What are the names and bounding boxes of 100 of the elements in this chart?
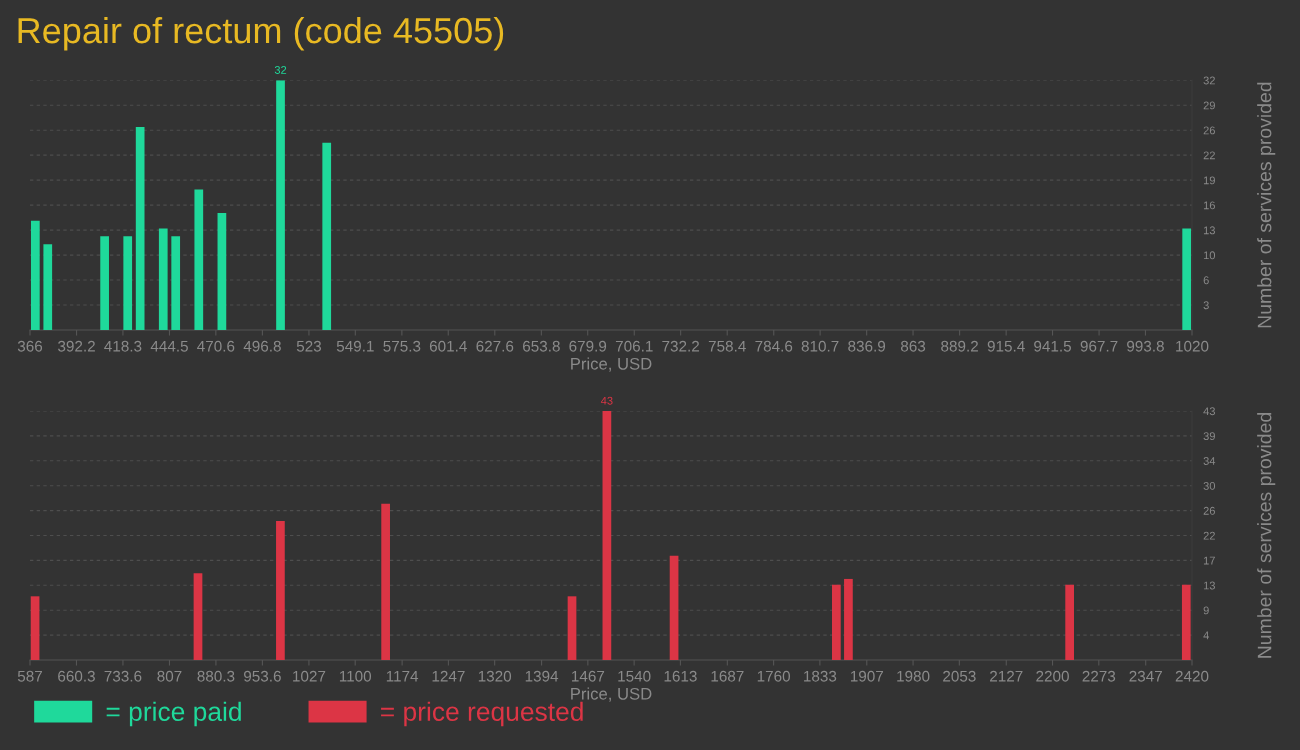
x-tick-label: 784.6 <box>755 340 793 352</box>
x-tick-label: 627.6 <box>476 340 514 352</box>
y-tick-label: 22 <box>1203 151 1215 160</box>
x-tick-label: 863 <box>900 340 926 352</box>
y-tick-label: 30 <box>1203 481 1216 490</box>
x-tick-label: 810.7 <box>801 340 839 352</box>
x-tick-label: 993.8 <box>1127 340 1164 352</box>
x-tick-label: 880.3 <box>197 670 235 682</box>
x-tick-label: 392.2 <box>58 340 95 352</box>
bar <box>832 584 841 660</box>
y-tick-label: 9 <box>1203 606 1209 615</box>
y-tick-label: 26 <box>1203 126 1215 135</box>
y-tick-label: 26 <box>1203 506 1215 515</box>
x-tick-label: 732.2 <box>662 340 699 352</box>
legend-label: = price paid <box>106 701 241 727</box>
y-tick-label: 43 <box>1203 407 1215 416</box>
y-axis-title: Number of services provided <box>1257 413 1276 658</box>
x-tick-label: 915.4 <box>987 340 1025 352</box>
x-tick-label: 366 <box>17 340 43 352</box>
x-tick-label: 444.5 <box>150 340 188 352</box>
bar <box>193 573 203 660</box>
bar <box>100 236 109 330</box>
bar <box>1065 584 1075 660</box>
bar <box>194 189 204 330</box>
x-tick-label: 496.8 <box>243 340 281 352</box>
x-tick-label: 587 <box>17 670 42 682</box>
x-tick-label: 601.4 <box>429 340 467 352</box>
y-tick-label: 13 <box>1203 581 1215 590</box>
x-tick-label: 1613 <box>664 670 697 682</box>
x-tick-label: 2127 <box>990 670 1023 682</box>
bar <box>30 220 40 330</box>
bar <box>669 555 679 660</box>
bar <box>158 228 168 330</box>
x-tick-label: 953.6 <box>244 670 281 682</box>
bar <box>844 578 853 660</box>
x-tick-label: 1467 <box>572 670 605 682</box>
bar <box>1181 584 1191 660</box>
x-tick-label: 889.2 <box>941 340 978 352</box>
x-tick-label: 1394 <box>525 670 559 682</box>
bar <box>1182 228 1192 330</box>
x-tick-label: 1687 <box>711 670 744 682</box>
x-tick-label: 967.7 <box>1080 340 1118 352</box>
bar <box>123 236 133 330</box>
y-tick-label: 4 <box>1203 631 1209 640</box>
y-tick-label: 39 <box>1203 432 1215 441</box>
bar <box>276 80 285 330</box>
x-tick-label: 575.3 <box>383 340 421 352</box>
x-tick-label: 549.1 <box>336 340 374 352</box>
legend-label: = price requested <box>381 701 583 727</box>
x-tick-label: 807 <box>157 670 182 682</box>
y-axis-title: Number of services provided <box>1257 82 1276 328</box>
bar <box>381 503 390 660</box>
x-tick-label: 1020 <box>1176 340 1209 352</box>
x-tick-label: 653.8 <box>523 340 560 352</box>
bar <box>135 127 145 330</box>
x-tick-label: 2200 <box>1036 670 1069 682</box>
x-tick-label: 1320 <box>478 670 512 682</box>
x-tick-label: 1027 <box>293 670 326 682</box>
x-tick-label: 1907 <box>850 670 884 682</box>
x-tick-label: 733.6 <box>104 670 142 682</box>
bar <box>43 244 53 330</box>
x-tick-label: 2420 <box>1175 670 1209 682</box>
x-tick-label: 1100 <box>339 670 372 682</box>
x-tick-label: 1540 <box>618 670 651 682</box>
bar <box>567 596 577 660</box>
x-tick-label: 2347 <box>1129 670 1162 682</box>
x-axis-title: Price, USD <box>571 357 652 372</box>
x-tick-label: 660.3 <box>58 670 95 682</box>
y-tick-label: 32 <box>1203 76 1215 85</box>
x-axis-title: Price, USD <box>571 687 652 702</box>
x-tick-label: 470.6 <box>197 340 235 352</box>
bar <box>602 411 612 660</box>
bar <box>217 212 227 330</box>
y-tick-label: 16 <box>1203 201 1215 210</box>
x-tick-label: 758.4 <box>708 340 746 352</box>
y-tick-label: 29 <box>1203 101 1215 110</box>
data-label: 32 <box>274 66 287 74</box>
x-tick-label: 418.3 <box>104 340 142 352</box>
bar <box>171 236 181 330</box>
y-tick-label: 19 <box>1203 176 1215 185</box>
x-tick-label: 1833 <box>804 670 837 682</box>
bar <box>30 596 40 660</box>
data-label: 43 <box>600 396 613 405</box>
x-tick-label: 1980 <box>897 670 930 682</box>
x-tick-label: 1174 <box>386 670 419 682</box>
y-tick-label: 6 <box>1203 276 1209 285</box>
x-tick-label: 2273 <box>1082 670 1116 682</box>
x-tick-label: 836.9 <box>848 340 886 352</box>
x-tick-label: 523 <box>296 340 322 352</box>
x-tick-label: 1760 <box>757 670 790 682</box>
y-tick-label: 22 <box>1203 531 1215 540</box>
bar <box>276 521 285 660</box>
y-tick-label: 10 <box>1203 251 1216 260</box>
bar <box>322 142 332 330</box>
x-tick-label: 941.5 <box>1034 340 1071 352</box>
x-tick-label: 679.9 <box>569 340 607 352</box>
x-tick-label: 2053 <box>943 670 976 682</box>
x-tick-label: 706.1 <box>615 340 653 352</box>
chart-title: Repair of rectum (code 45505) <box>18 16 504 51</box>
y-tick-label: 3 <box>1203 301 1209 310</box>
